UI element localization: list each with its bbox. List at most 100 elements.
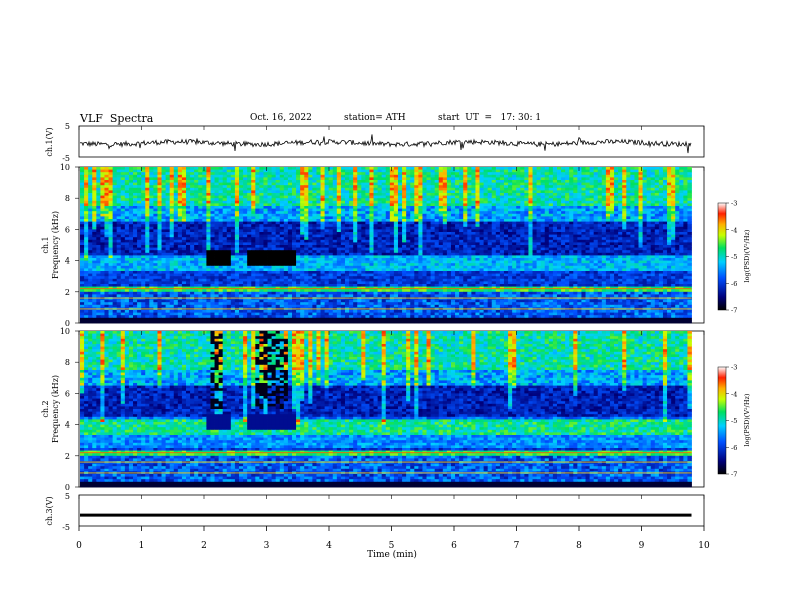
spectrogram-cell [332, 250, 338, 254]
spectrogram-cell [255, 242, 260, 246]
spectrogram-cell [410, 167, 415, 170]
spectrogram-cell [662, 177, 668, 181]
spectrogram-cell [459, 200, 464, 204]
spectrogram-cell [283, 177, 289, 181]
spectrogram-cell [609, 206, 615, 209]
spectrogram-cell [565, 182, 570, 186]
spectrogram-cell [683, 234, 688, 238]
spectrogram-cell [654, 211, 660, 215]
spectrogram-cell [483, 226, 489, 230]
spectrogram-cell [516, 216, 521, 220]
spectrogram-cell [450, 174, 456, 178]
spectrogram-cell [638, 190, 643, 194]
spectrogram-cell [100, 203, 105, 207]
spectrogram-cell [161, 200, 167, 204]
spectrogram-cell [683, 247, 688, 251]
spectrogram-cell [434, 226, 440, 230]
spectrogram-cell [222, 174, 228, 178]
spectrogram-cell [243, 226, 248, 230]
spectrogram-cell [279, 190, 285, 194]
spectrogram-cell [422, 245, 427, 248]
spectrogram-cell [177, 185, 183, 189]
spectrogram-cell [312, 187, 317, 191]
spectrogram-cell [361, 229, 366, 233]
spectrogram-cell [683, 213, 688, 217]
spectrogram-cell [279, 182, 285, 186]
spectrogram-cell [585, 219, 590, 222]
spectrogram-cell [381, 216, 387, 220]
spectrogram-cell [601, 169, 607, 173]
spectrogram-cell [499, 203, 505, 207]
spectrogram-cell [251, 250, 256, 254]
spectrogram-cell [430, 167, 436, 170]
spectrogram-cell [324, 211, 330, 215]
spectrogram-cell [332, 219, 338, 222]
spectrogram-cell [357, 224, 362, 228]
spectrogram-cell [149, 245, 154, 248]
spectrogram-cell [565, 219, 570, 222]
spectrogram-cell [320, 208, 325, 212]
spectrogram-cell [173, 232, 179, 235]
spectrogram-cell [202, 216, 207, 220]
spectrogram-cell [422, 226, 427, 230]
spectrogram-cell [332, 216, 338, 220]
spectrogram-cell [336, 239, 342, 243]
spectrogram-cell [287, 177, 293, 181]
spectrogram-cell [263, 180, 268, 183]
spectrogram-cell [520, 242, 525, 246]
spectrogram-cell [503, 216, 509, 220]
spectrogram-cell [389, 216, 395, 220]
spectrogram-cell [389, 195, 395, 199]
spectrogram-cell [528, 247, 533, 251]
spectrogram-cell [108, 242, 114, 246]
spectrogram-cell [349, 169, 354, 173]
spectrogram-cell [320, 177, 325, 181]
spectrogram-cell [124, 208, 130, 212]
spectrogram-cell [540, 219, 546, 222]
spectrogram-cell [133, 174, 138, 178]
spectrogram-cell [646, 203, 652, 207]
spectrogram-cell [483, 185, 489, 189]
spectrogram-cell [410, 237, 415, 241]
spectrogram-cell [96, 167, 101, 170]
spectrogram-cell [495, 211, 501, 215]
spectrogram-cell [418, 206, 423, 209]
spectrogram-cell [687, 226, 692, 230]
spectrogram-cell [238, 242, 244, 246]
spectrogram-cell [512, 174, 517, 178]
spectrogram-cell [340, 167, 346, 170]
spectrogram-cell [238, 172, 244, 176]
spectrogram-cell [397, 193, 403, 196]
spectrogram-cell [238, 182, 244, 186]
spectrogram-cell [687, 242, 692, 246]
spectrogram-cell [561, 195, 566, 199]
spectrogram-cell [88, 206, 93, 209]
spectrogram-cell [296, 245, 301, 248]
spectrogram-cell [626, 239, 631, 243]
spectrogram-cell [540, 247, 546, 251]
spectrogram-cell [418, 239, 423, 243]
spectrogram-cell [573, 190, 578, 194]
spectrogram-cell [308, 213, 313, 217]
spectrogram-cell [483, 242, 489, 246]
spectrogram-cell [528, 180, 533, 183]
spectrogram-cell [349, 229, 354, 233]
spectrogram-cell [353, 242, 358, 246]
spectrogram-cell [618, 237, 623, 241]
spectrogram-cell [658, 232, 664, 235]
spectrogram-cell [491, 229, 497, 233]
spectrogram-cell [475, 195, 480, 199]
spectrogram-cell [638, 232, 643, 235]
spectrogram-cell [296, 193, 301, 196]
spectrogram-cell [683, 211, 688, 215]
spectrogram-cell [141, 247, 146, 251]
spectrogram-cell [540, 237, 546, 241]
spectrogram-cell [357, 169, 362, 173]
spectrogram-cell [687, 195, 692, 199]
spectrogram-cell [593, 216, 599, 220]
spectrogram-cell [426, 242, 431, 246]
spectrogram-cell [304, 234, 309, 238]
spectrogram-cell [430, 169, 436, 173]
spectrogram-cell [418, 213, 423, 217]
spectrogram-cell [393, 226, 399, 230]
